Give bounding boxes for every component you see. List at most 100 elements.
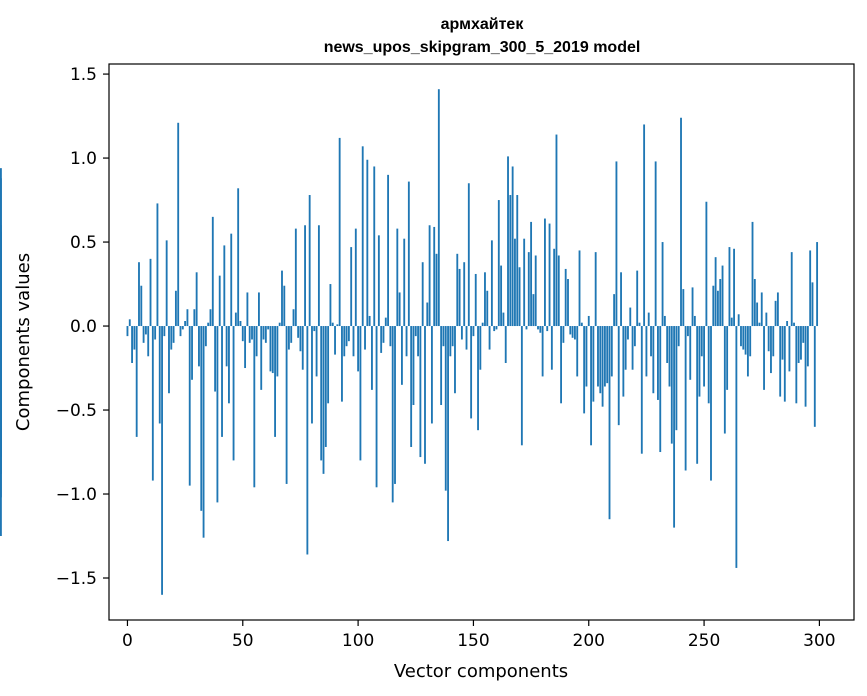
bar-275 bbox=[760, 292, 763, 327]
bar-244 bbox=[689, 326, 692, 380]
bar-166 bbox=[509, 195, 512, 327]
bar-20 bbox=[172, 326, 175, 343]
bar-158 bbox=[490, 240, 493, 327]
bar-170 bbox=[518, 267, 521, 327]
bar-84 bbox=[320, 326, 323, 461]
bar-196 bbox=[578, 250, 581, 327]
bar-21 bbox=[174, 290, 177, 327]
bar-74 bbox=[297, 326, 300, 338]
bar-189 bbox=[562, 326, 565, 343]
bar-210 bbox=[610, 326, 613, 377]
x-axis-ticks: 0 50 100 150 200 250 300 bbox=[122, 620, 836, 651]
bar-163 bbox=[502, 312, 505, 327]
bar-0 bbox=[126, 326, 129, 337]
bar-54 bbox=[251, 326, 253, 340]
bar-104 bbox=[366, 159, 369, 327]
bar-188 bbox=[560, 326, 562, 404]
bar-30 bbox=[195, 272, 198, 327]
bar-242 bbox=[684, 326, 687, 471]
bar-32 bbox=[200, 326, 203, 511]
bar-267 bbox=[742, 326, 745, 350]
bar-209 bbox=[608, 326, 611, 520]
bar-50 bbox=[241, 326, 244, 342]
bar-51 bbox=[244, 326, 247, 369]
bar-10 bbox=[149, 258, 152, 327]
y-axis-label: Components values bbox=[13, 253, 34, 431]
bar-47 bbox=[234, 312, 237, 327]
bar-45 bbox=[230, 233, 233, 327]
bar-58 bbox=[260, 326, 263, 390]
bar-117 bbox=[396, 228, 399, 327]
bar-76 bbox=[301, 326, 304, 370]
bar-241 bbox=[682, 289, 685, 327]
bar-183 bbox=[548, 223, 551, 327]
bar-175 bbox=[530, 221, 533, 327]
bar-42 bbox=[223, 245, 226, 327]
bar-226 bbox=[647, 312, 650, 327]
bar-206 bbox=[601, 326, 604, 407]
bar-272 bbox=[753, 279, 756, 327]
bar-228 bbox=[652, 326, 655, 394]
chart-title-line-2: news_upos_skipgram_300_5_2019 model bbox=[324, 39, 641, 56]
y-tick-label: 1.0 bbox=[70, 149, 97, 169]
bar-227 bbox=[650, 326, 652, 357]
bar-293 bbox=[802, 326, 805, 343]
bar-105 bbox=[368, 315, 371, 327]
bar-100 bbox=[357, 326, 360, 372]
bar-271 bbox=[751, 221, 754, 327]
bar-268 bbox=[744, 326, 747, 355]
bar-115 bbox=[391, 326, 394, 503]
bar-198 bbox=[583, 326, 586, 414]
x-tick-label: 250 bbox=[688, 631, 720, 651]
bar-136 bbox=[440, 326, 443, 405]
bar-276 bbox=[763, 326, 765, 390]
bar-231 bbox=[659, 326, 662, 453]
bar-246 bbox=[693, 315, 696, 327]
bar-285 bbox=[783, 326, 786, 402]
plot-frame bbox=[108, 63, 855, 621]
bar-27 bbox=[188, 326, 191, 486]
bar-127 bbox=[419, 326, 422, 458]
bar-160 bbox=[495, 326, 498, 330]
bar-400 bbox=[0, 231, 2, 327]
bar-232 bbox=[661, 242, 664, 327]
bar-229 bbox=[654, 161, 657, 327]
bar-116 bbox=[394, 326, 396, 484]
bar-78 bbox=[306, 326, 309, 555]
bar-141 bbox=[451, 326, 454, 347]
bar-145 bbox=[460, 326, 463, 340]
bar-263 bbox=[733, 248, 735, 327]
bar-219 bbox=[631, 326, 634, 370]
bar-256 bbox=[716, 290, 719, 327]
bar-44 bbox=[228, 326, 230, 404]
bar-277 bbox=[765, 312, 768, 327]
bar-182 bbox=[546, 326, 549, 332]
bar-96 bbox=[347, 326, 350, 342]
bar-297 bbox=[811, 282, 814, 327]
bar-9 bbox=[147, 326, 150, 357]
bar-200 bbox=[587, 315, 590, 327]
bar-23 bbox=[179, 326, 182, 337]
bar-129 bbox=[424, 326, 426, 464]
bar-43 bbox=[225, 326, 228, 367]
bar-152 bbox=[477, 326, 479, 431]
bar-247 bbox=[696, 326, 699, 464]
bar-92 bbox=[338, 137, 341, 327]
bar-217 bbox=[627, 326, 629, 340]
bar-110 bbox=[380, 326, 383, 353]
bar-124 bbox=[412, 326, 415, 405]
bar-168 bbox=[514, 238, 516, 327]
bar-162 bbox=[500, 265, 503, 327]
bar-399 bbox=[0, 326, 2, 350]
bar-121 bbox=[405, 326, 408, 357]
bar-144 bbox=[458, 268, 461, 327]
bar-94 bbox=[343, 326, 346, 357]
bar-71 bbox=[290, 326, 293, 343]
bar-7 bbox=[142, 326, 145, 343]
bar-25 bbox=[184, 321, 187, 327]
bar-280 bbox=[772, 326, 775, 357]
bar-85 bbox=[322, 326, 325, 474]
bar-239 bbox=[677, 326, 680, 347]
bar-402 bbox=[0, 309, 2, 327]
bar-173 bbox=[525, 326, 528, 330]
